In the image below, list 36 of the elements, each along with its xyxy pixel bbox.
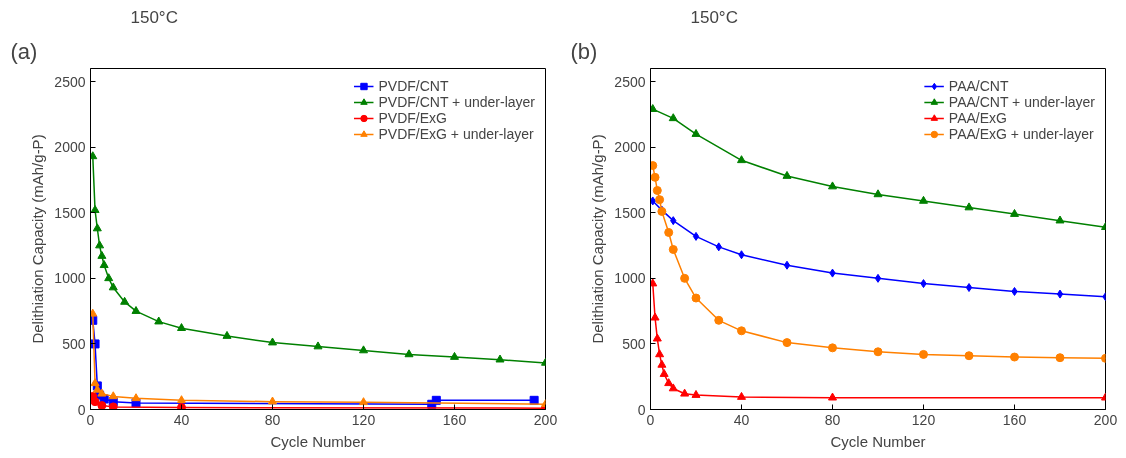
y-tick-label: 2500 bbox=[614, 73, 646, 90]
y-tick-label: 1000 bbox=[614, 270, 646, 287]
x-tick-label: 160 bbox=[442, 411, 467, 428]
text: (b) bbox=[570, 38, 598, 64]
legend-label: PAA/ExG bbox=[948, 110, 1007, 126]
x-tick-label: 200 bbox=[533, 411, 558, 428]
legend-label: PVDF/ExG bbox=[378, 110, 447, 126]
chart-title: 150°C bbox=[690, 7, 738, 27]
text: (a) bbox=[10, 38, 38, 64]
y-axis-title: Delithiation Capacity (mAh/g-P) bbox=[29, 134, 47, 344]
y-tick-label: 1500 bbox=[614, 204, 646, 221]
y-tick-label: 1500 bbox=[54, 204, 86, 221]
x-tick-label: 120 bbox=[351, 411, 376, 428]
x-tick-label: 200 bbox=[1093, 411, 1118, 428]
x-tick-label: 160 bbox=[1002, 411, 1027, 428]
x-tick-label: 80 bbox=[824, 411, 841, 428]
x-tick-label: 40 bbox=[733, 411, 750, 428]
y-tick-label: 500 bbox=[622, 335, 646, 352]
legend-label: PAA/CNT + under-layer bbox=[948, 94, 1095, 110]
x-axis-title: Cycle Number bbox=[830, 432, 926, 450]
legend-label: PVDF/CNT bbox=[378, 78, 449, 94]
legend-label: PVDF/ExG + under-layer bbox=[378, 126, 534, 142]
chart-title: 150°C bbox=[130, 7, 178, 27]
legend-label: PAA/CNT bbox=[948, 78, 1009, 94]
y-axis-title: Delithiation Capacity (mAh/g-P) bbox=[589, 134, 607, 344]
x-tick-label: 120 bbox=[911, 411, 936, 428]
x-tick-label: 40 bbox=[173, 411, 190, 428]
y-tick-label: 500 bbox=[62, 335, 86, 352]
legend-label: PVDF/CNT + under-layer bbox=[378, 94, 535, 110]
y-tick-label: 2500 bbox=[54, 73, 86, 90]
x-axis-title: Cycle Number bbox=[270, 432, 366, 450]
y-tick-label: 2000 bbox=[54, 139, 86, 156]
x-tick-label: 80 bbox=[264, 411, 281, 428]
y-tick-label: 2000 bbox=[614, 139, 646, 156]
legend-label: PAA/ExG + under-layer bbox=[948, 126, 1094, 142]
y-tick-label: 1000 bbox=[54, 270, 86, 287]
